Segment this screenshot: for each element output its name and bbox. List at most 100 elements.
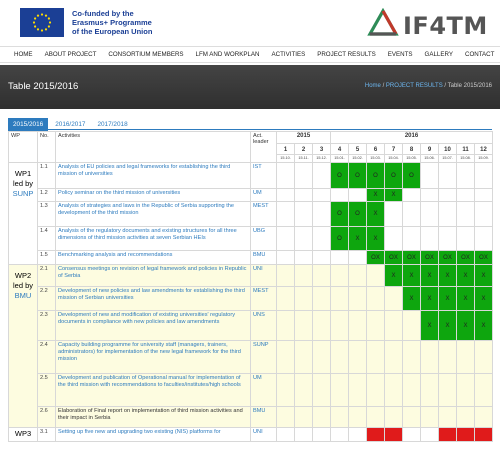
month-cell (438, 188, 457, 202)
month-cell (384, 310, 403, 341)
nav-gallery[interactable]: GALLERY (424, 51, 453, 58)
table-row: 2.4 Capacity building programme for univ… (9, 340, 493, 374)
nav-contact[interactable]: CONTACT (464, 51, 495, 58)
activity-leader[interactable]: BMU (250, 406, 277, 428)
activity-leader[interactable]: UNI (250, 427, 277, 442)
activity-number: 2.6 (37, 406, 56, 428)
wp-led-by: led by (12, 179, 33, 188)
month-number: 5 (348, 143, 367, 155)
month-date: 15.09. (474, 154, 493, 163)
activity-link[interactable]: Development of new and modification of e… (55, 310, 251, 341)
wp-lead-link[interactable]: SUNP (12, 189, 34, 198)
month-cell (366, 373, 385, 407)
activity-link[interactable]: Development and publication of Operation… (55, 373, 251, 407)
wp1-label: WP1 led by SUNP (8, 162, 38, 265)
activity-link[interactable]: Analysis of strategies and laws in the R… (55, 201, 251, 227)
tab-2017-2018[interactable]: 2017/2018 (97, 121, 128, 128)
month-cell (456, 188, 475, 202)
activity-leader[interactable]: MEST (250, 201, 277, 227)
month-number: 10 (438, 143, 457, 155)
month-cell-active: O (384, 162, 403, 189)
activity-leader[interactable]: UBG (250, 226, 277, 251)
activity-leader[interactable]: SUNP (250, 340, 277, 374)
month-cell (456, 373, 475, 407)
month-number: 11 (456, 143, 475, 155)
activity-link[interactable]: Analysis of EU policies and legal framew… (55, 162, 251, 189)
month-cell (330, 188, 349, 202)
activity-link[interactable]: Benchmarking analysis and recommendation… (55, 250, 251, 265)
month-cell (384, 201, 403, 227)
activity-number: 1.1 (37, 162, 56, 189)
breadcrumb-home[interactable]: Home (364, 83, 381, 89)
wp-name: WP2 (14, 271, 32, 280)
month-number: 8 (402, 143, 421, 155)
month-cell (456, 406, 475, 428)
activity-number: 3.1 (37, 427, 56, 442)
activity-link[interactable]: Development of new policies and law amen… (55, 286, 251, 311)
activity-leader[interactable]: BMU (250, 250, 277, 265)
nav-events[interactable]: EVENTS (387, 51, 413, 58)
nav-activities[interactable]: ACTIVITIES (271, 51, 306, 58)
breadcrumb-project-results[interactable]: PROJECT RESULTS (385, 83, 443, 89)
activity-link[interactable]: Policy seminar on the third mission of u… (55, 188, 251, 202)
month-cell-active: OX (438, 250, 457, 265)
table-row: WP3 3.1 Setting up five new and upgradin… (8, 427, 493, 442)
activity-leader[interactable]: UNS (250, 310, 277, 341)
month-cell-active: X (420, 286, 439, 311)
month-cell (474, 373, 493, 407)
month-cell (312, 226, 331, 251)
month-number: 4 (330, 143, 349, 155)
if4tm-logo[interactable]: IF4TM (367, 8, 487, 40)
month-cell (474, 406, 493, 428)
month-cell-delayed (456, 427, 475, 442)
month-cell (312, 188, 331, 202)
wp-led-by: led by (12, 281, 33, 290)
logo-text: IF4TM (403, 12, 488, 40)
month-cell (384, 406, 403, 428)
activity-leader[interactable]: UM (250, 188, 277, 202)
activity-link[interactable]: Analysis of the regulatory documents and… (55, 226, 251, 251)
tab-2016-2017[interactable]: 2016/2017 (55, 121, 86, 128)
nav-about-project[interactable]: ABOUT PROJECT (44, 51, 97, 58)
eu-line-3: of the European Union (72, 27, 153, 36)
nav-lfm-and-workplan[interactable]: LFM AND WORKPLAN (195, 51, 260, 58)
eu-cofunded-text: Co-funded by the Erasmus+ Programme of t… (72, 9, 152, 36)
activity-leader[interactable]: UNI (250, 264, 277, 287)
month-cell-active: OX (474, 250, 493, 265)
month-cell (420, 373, 439, 407)
month-cell (312, 340, 331, 374)
activity-link[interactable]: Elaboration of Final report on implement… (55, 406, 251, 428)
eu-flag-icon (20, 8, 64, 37)
month-cell-active: X (456, 310, 475, 341)
month-number: 6 (366, 143, 385, 155)
nav-consortium-members[interactable]: CONSORTIUM MEMBERS (108, 51, 184, 58)
month-cell (294, 188, 313, 202)
activity-leader[interactable]: MEST (250, 286, 277, 311)
activity-link[interactable]: Consensus meetings on revision of legal … (55, 264, 251, 287)
month-cell (312, 373, 331, 407)
breadcrumb-separator: / (380, 83, 386, 89)
activity-leader[interactable]: UM (250, 373, 277, 407)
tab-2015-2016[interactable]: 2015/2016 (8, 118, 49, 131)
nav-home[interactable]: HOME (14, 51, 33, 58)
activity-link[interactable]: Capacity building programme for universi… (55, 340, 251, 374)
month-cell (330, 310, 349, 341)
month-date: 15.05. (402, 154, 421, 163)
activity-leader[interactable]: IST (250, 162, 277, 189)
month-cell (294, 373, 313, 407)
month-cell-delayed (474, 427, 493, 442)
month-cell (294, 226, 313, 251)
month-cell-active: X (384, 264, 403, 287)
nav-project-results[interactable]: PROJECT RESULTS (317, 51, 376, 58)
month-cell (312, 201, 331, 227)
month-cell (348, 310, 367, 341)
activity-number: 1.5 (37, 250, 56, 265)
month-cell (312, 406, 331, 428)
main-nav: HOME ABOUT PROJECT CONSORTIUM MEMBERS LF… (0, 46, 500, 63)
activity-link[interactable]: Setting up five new and upgrading two ex… (55, 427, 251, 442)
month-cell (438, 340, 457, 374)
wp-lead-link[interactable]: BMU (14, 291, 32, 300)
activity-number: 1.2 (37, 188, 56, 202)
month-number: 9 (420, 143, 439, 155)
page-title-banner: Table 2015/2016 Home / PROJECT RESULTS /… (0, 65, 500, 109)
